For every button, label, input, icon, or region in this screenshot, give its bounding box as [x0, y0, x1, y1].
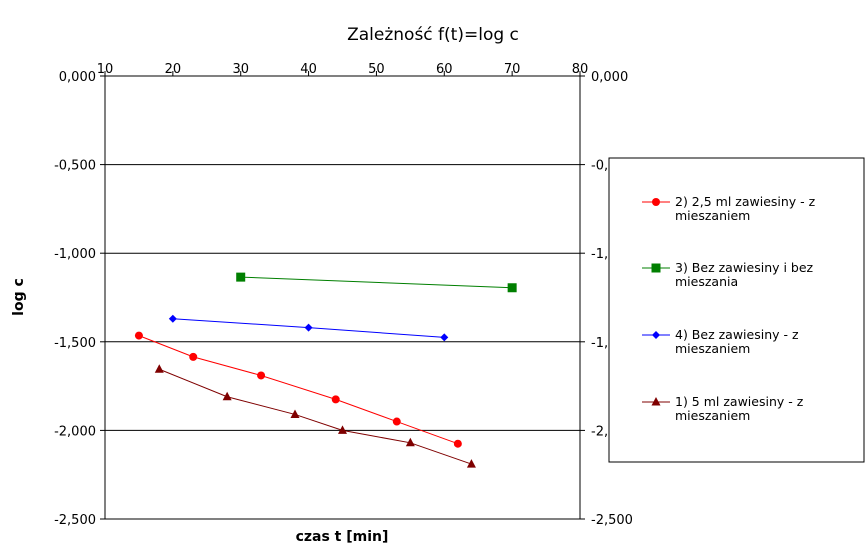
data-point: [507, 283, 517, 293]
data-point: [222, 391, 232, 401]
series-line: [240, 276, 513, 289]
legend-label: mieszaniem: [675, 208, 750, 223]
data-point: [440, 333, 449, 342]
y-tick-label: -2,000: [54, 424, 96, 439]
legend-marker: [652, 198, 660, 206]
data-point: [338, 425, 347, 434]
x-tick-label: 70: [504, 62, 521, 77]
data-point: [154, 364, 164, 373]
y-tick-label: 0,000: [59, 70, 96, 85]
legend-label: 2) 2,5 ml zawiesiny - z: [675, 194, 816, 209]
data-point: [236, 272, 246, 282]
series-4: [154, 364, 476, 468]
data-point: [453, 439, 462, 448]
data-point: [168, 314, 177, 323]
data-point: [290, 409, 300, 418]
x-tick-label: 60: [436, 62, 453, 77]
series-line: [138, 335, 459, 445]
y-tick-label: -1,000: [54, 247, 96, 262]
data-point: [189, 352, 198, 361]
x-tick-label: 20: [165, 62, 182, 77]
series-1: [134, 331, 462, 448]
y2-tick-label: 0,000: [591, 70, 628, 85]
y-tick-label: -1,500: [54, 336, 96, 351]
x-tick-label: 50: [368, 62, 385, 77]
x-tick-label: 80: [572, 62, 589, 77]
y-axis-title: log c: [11, 278, 27, 316]
series: [134, 272, 517, 468]
x-tick-label: 10: [97, 62, 114, 77]
data-point: [257, 371, 266, 380]
data-point: [405, 437, 415, 447]
x-tick-label: 30: [232, 62, 249, 77]
series-3: [168, 314, 449, 342]
x-tick-label: 40: [300, 62, 317, 77]
plot-area: [104, 75, 581, 520]
legend-label: mieszaniem: [675, 408, 750, 423]
legend-label: 1) 5 ml zawiesiny - z: [675, 394, 804, 409]
legend-marker: [651, 263, 661, 273]
data-point: [304, 323, 313, 332]
data-point: [392, 417, 401, 426]
x-axis-title: czas t [min]: [296, 529, 389, 545]
chart-title: Zależność f(t)=log c: [347, 25, 519, 45]
y2-tick-label: -2,500: [591, 513, 633, 528]
series-line: [159, 368, 472, 465]
data-point: [331, 395, 340, 404]
series-2: [236, 272, 517, 293]
y-tick-label: -0,500: [54, 159, 96, 174]
data-point: [466, 459, 476, 468]
legend-label: mieszaniem: [675, 341, 750, 356]
legend-label: 3) Bez zawiesiny i bez: [675, 260, 814, 275]
legend-marker: [652, 331, 660, 339]
legend-marker: [651, 397, 661, 406]
data-point: [134, 331, 143, 340]
legend-label: 4) Bez zawiesiny - z: [675, 327, 799, 342]
legend-label: mieszania: [675, 274, 738, 289]
legend-box: [608, 157, 865, 463]
y-tick-label: -2,500: [54, 513, 96, 528]
